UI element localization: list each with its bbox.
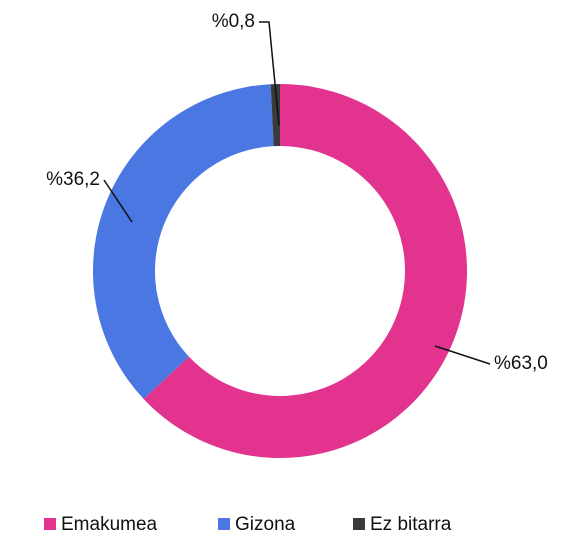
leader-line xyxy=(434,345,491,365)
legend-swatch xyxy=(44,518,56,530)
legend-swatch xyxy=(218,518,230,530)
donut-slice xyxy=(93,84,274,400)
data-label: %36,2 xyxy=(46,169,100,190)
legend-label: Emakumea xyxy=(61,514,158,535)
legend-swatch xyxy=(353,518,365,530)
donut-slice xyxy=(270,84,280,147)
legend-label: Gizona xyxy=(235,514,296,535)
leader-line xyxy=(259,21,280,126)
leader-line xyxy=(103,179,133,223)
data-label: %63,0 xyxy=(494,353,548,374)
legend-label: Ez bitarra xyxy=(370,514,452,535)
donut-slice xyxy=(143,84,467,458)
data-label: %0,8 xyxy=(212,11,255,32)
